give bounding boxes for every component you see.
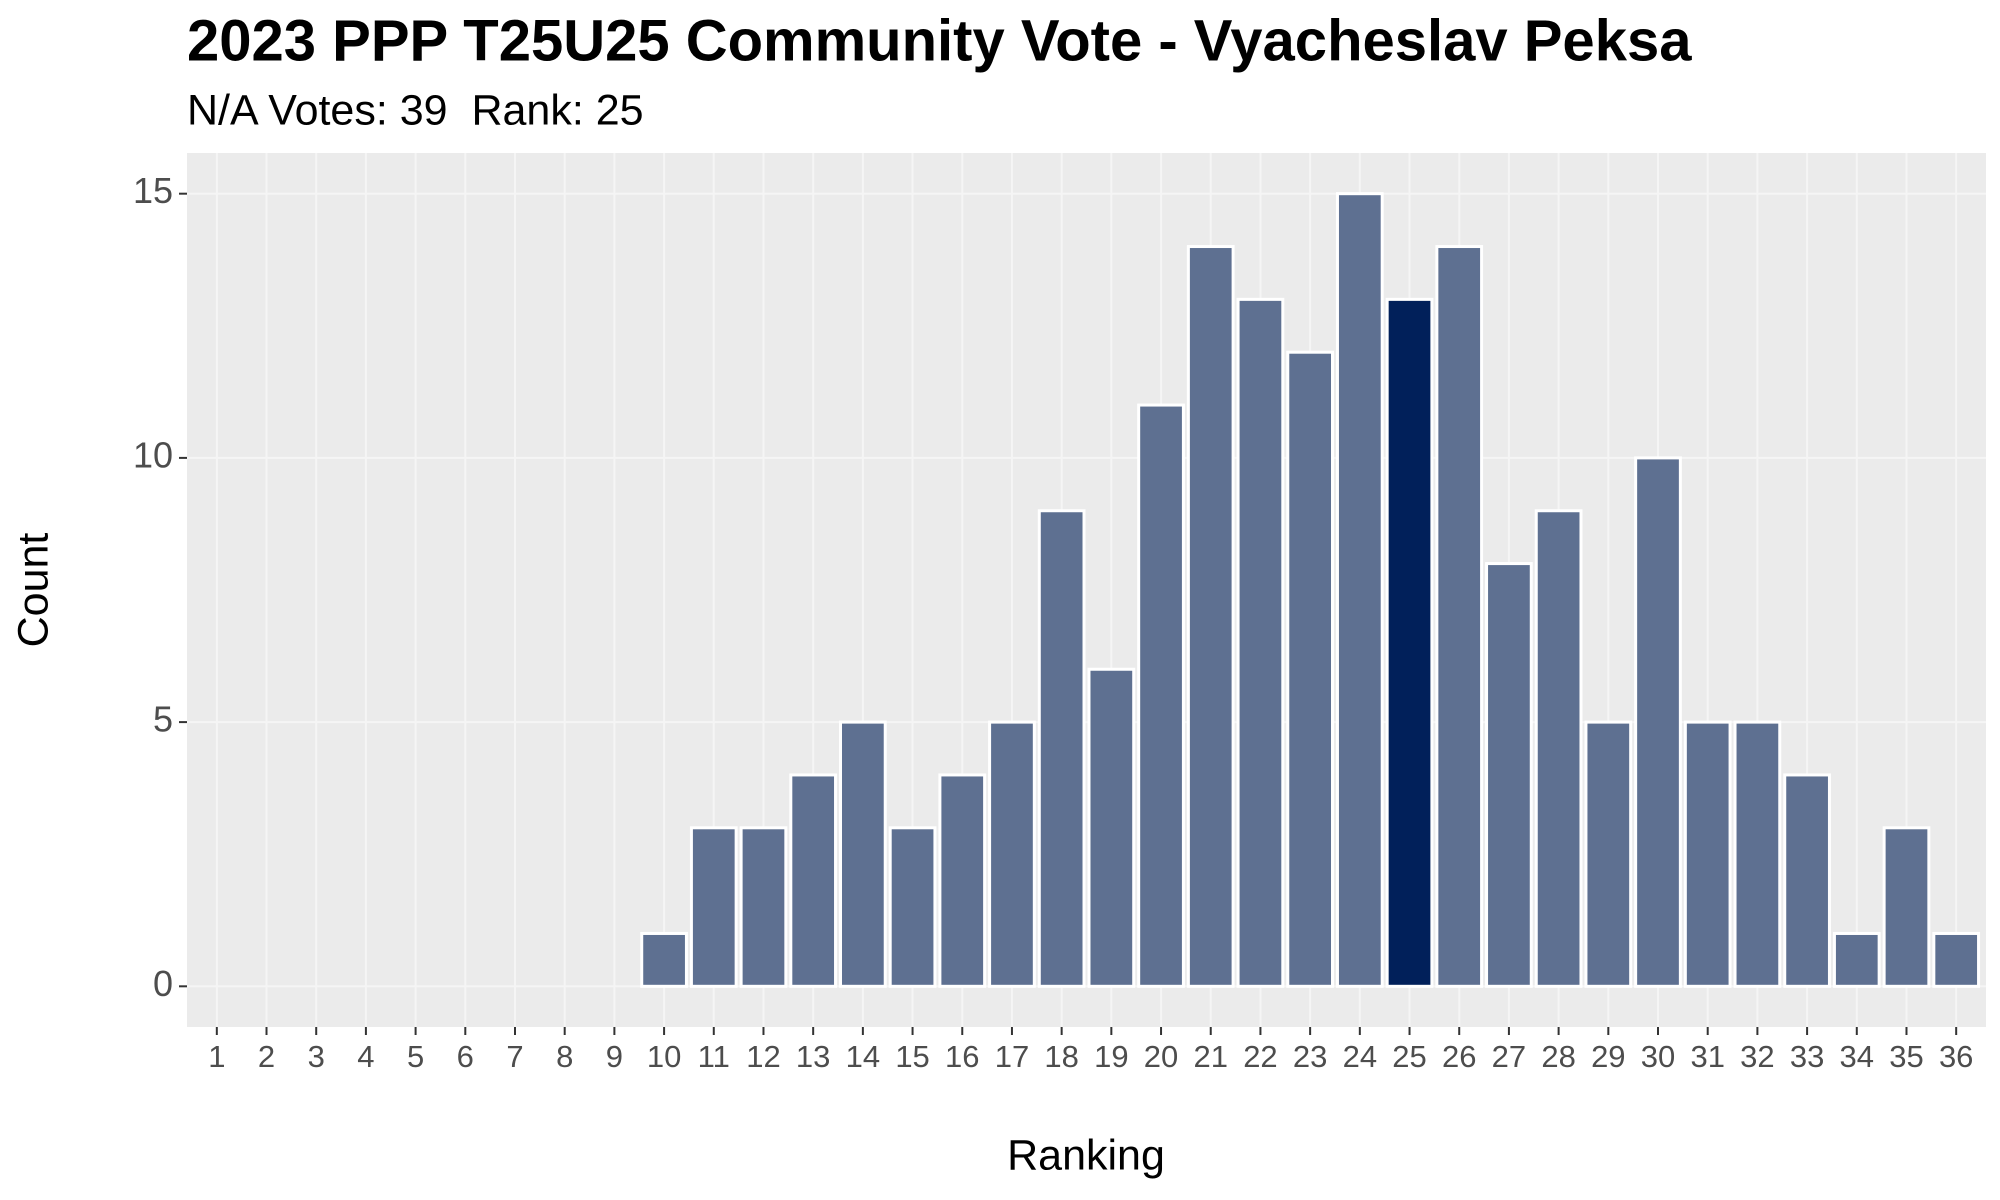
- bar: [1683, 720, 1732, 988]
- x-tick-label: 3: [308, 1039, 325, 1074]
- y-tick-label: 10: [133, 434, 173, 475]
- x-tick-label: 16: [945, 1039, 979, 1074]
- bar: [1584, 720, 1633, 988]
- x-tick-label: 9: [606, 1039, 623, 1074]
- x-tick-label: 7: [506, 1039, 523, 1074]
- bar: [640, 931, 688, 988]
- bar: [1236, 297, 1285, 988]
- bar: [1087, 667, 1136, 988]
- bar: [1286, 350, 1334, 988]
- bar: [1534, 509, 1583, 988]
- x-tick-label: 28: [1541, 1039, 1575, 1074]
- x-tick-label: 25: [1392, 1039, 1426, 1074]
- y-tick-label: 5: [153, 699, 173, 740]
- x-tick-label: 31: [1690, 1039, 1724, 1074]
- bar: [789, 773, 838, 988]
- bar: [1037, 509, 1086, 988]
- x-tick-label: 5: [407, 1039, 424, 1074]
- x-tick-label: 17: [995, 1039, 1029, 1074]
- x-tick-label: 13: [796, 1039, 830, 1074]
- x-tick-label: 15: [895, 1039, 929, 1074]
- x-tick-label: 22: [1243, 1039, 1277, 1074]
- x-tick-label: 11: [698, 1039, 730, 1074]
- x-tick-label: 8: [556, 1039, 573, 1074]
- y-tick-label: 15: [133, 170, 173, 211]
- x-axis-title: Ranking: [1007, 1131, 1165, 1179]
- bar: [988, 720, 1036, 988]
- bar: [1435, 245, 1484, 988]
- x-tick-label: 4: [357, 1039, 374, 1074]
- bar: [1137, 403, 1185, 988]
- x-tick-label: 34: [1840, 1039, 1874, 1074]
- x-tick-label: 1: [208, 1039, 225, 1074]
- bar: [739, 826, 788, 988]
- y-tick-label: 0: [153, 963, 173, 1004]
- x-tick-label: 30: [1641, 1039, 1675, 1074]
- x-tick-label: 26: [1442, 1039, 1476, 1074]
- bar: [1385, 297, 1434, 988]
- bar: [1186, 245, 1235, 988]
- chart-title: 2023 PPP T25U25 Community Vote - Vyaches…: [187, 8, 1692, 73]
- bar: [1733, 720, 1782, 988]
- x-tick-label: 2: [258, 1039, 275, 1074]
- y-axis-title: Count: [9, 533, 57, 648]
- x-tick-label: 10: [647, 1039, 681, 1074]
- x-tick-label: 35: [1889, 1039, 1923, 1074]
- x-tick-label: 36: [1939, 1039, 1973, 1074]
- bar: [888, 826, 937, 988]
- bar: [1832, 931, 1881, 988]
- x-tick-label: 19: [1094, 1039, 1128, 1074]
- bar: [689, 826, 738, 988]
- bar: [839, 720, 887, 988]
- bar: [1882, 826, 1931, 988]
- x-tick-label: 6: [457, 1039, 474, 1074]
- bar: [938, 773, 987, 988]
- bar: [1634, 456, 1682, 988]
- x-tick-label: 18: [1044, 1039, 1078, 1074]
- x-tick-label: 14: [846, 1039, 880, 1074]
- bar: [1335, 192, 1384, 988]
- chart-subtitle: N/A Votes: 39 Rank: 25: [187, 86, 644, 134]
- x-tick-label: 24: [1343, 1039, 1377, 1074]
- bar: [1932, 931, 1981, 988]
- x-tick-label: 32: [1740, 1039, 1774, 1074]
- x-tick-label: 23: [1293, 1039, 1327, 1074]
- x-tick-label: 29: [1591, 1039, 1625, 1074]
- x-tick-label: 21: [1193, 1039, 1227, 1074]
- bar: [1783, 773, 1831, 988]
- bar: [1485, 562, 1533, 988]
- x-tick-label: 20: [1144, 1039, 1178, 1074]
- x-tick-label: 33: [1790, 1039, 1824, 1074]
- x-tick-label: 12: [746, 1039, 780, 1074]
- x-tick-label: 27: [1492, 1039, 1526, 1074]
